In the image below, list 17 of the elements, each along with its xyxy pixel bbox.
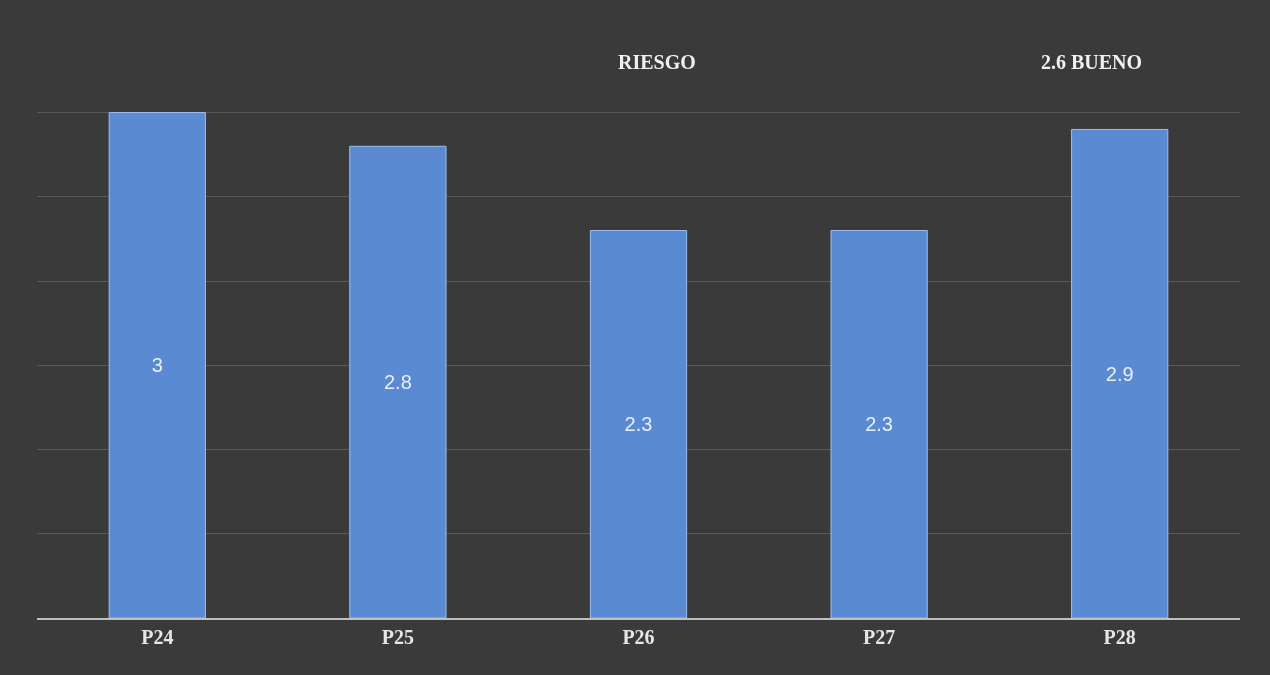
- bar: [108, 112, 206, 618]
- data-label: 2.9: [1105, 362, 1134, 385]
- data-label: 3: [151, 354, 163, 377]
- x-tick-label: P26: [622, 626, 655, 648]
- text: RIESGO: [618, 51, 696, 73]
- x-tick-label: P27: [862, 626, 896, 648]
- bar: [589, 230, 688, 618]
- bar: [349, 145, 447, 618]
- x-tick-label: P28: [1103, 626, 1136, 648]
- x-tick-label: P25: [381, 626, 415, 648]
- data-label: 2.8: [383, 371, 412, 394]
- data-label: 2.3: [865, 413, 894, 436]
- bar: [830, 230, 928, 618]
- data-label: 2.3: [624, 413, 653, 436]
- x-tick-label: P24: [141, 626, 174, 648]
- bar: [1071, 128, 1169, 618]
- text: 2.6 BUENO: [1041, 51, 1143, 73]
